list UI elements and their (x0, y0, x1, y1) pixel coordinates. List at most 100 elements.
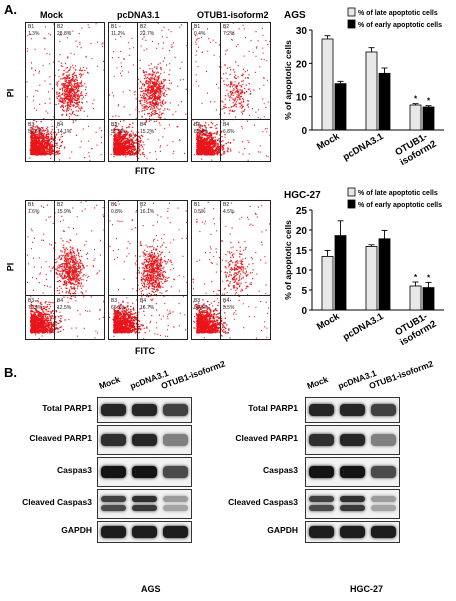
ags-x-tick-label-text: pcDNA3.1 (341, 131, 386, 163)
ags-blot-strip-1 (97, 425, 192, 455)
ags-lane-label-0: Mock (97, 374, 122, 391)
ags-band (132, 505, 157, 511)
ags-flow-plot-mock: B1 1.3% B2 28.8% B3 50.6% B4 14.1% (25, 22, 105, 162)
ags-band (163, 526, 188, 538)
hgc-chart-title: HGC-27 (284, 190, 321, 201)
hgc-flow-plot-pcdna: B1 0.8% B2 16.1% B3 66.2% B4 16.7% (108, 200, 188, 340)
quadrant-value: 15.2% (140, 129, 155, 135)
hgc-band (371, 434, 396, 446)
hgc-row-label-0: Total PARP1 (248, 403, 298, 413)
quadrant-value: 12.5% (57, 305, 72, 311)
ags-bar-1-2 (422, 106, 435, 131)
quadrant-value: 16.1% (140, 209, 155, 215)
hgc-row-label-4: GAPDH (267, 525, 298, 535)
quadrant-value: 66.2% (111, 305, 126, 311)
ags-y-axis-label: % of apoptotic cells (284, 40, 293, 120)
quadrant-value: 0.5% (194, 209, 206, 215)
ags-legend-label-0: % of late apoptotic cells (358, 10, 438, 17)
ags-bar-0-0 (321, 38, 334, 131)
hgc-band (371, 496, 396, 502)
quadrant-label: B3 (194, 298, 201, 304)
hgc-band (371, 526, 396, 538)
ags-band (163, 404, 188, 416)
hgc-band (309, 526, 334, 538)
quadrant-label: B1 (111, 24, 118, 30)
flow-dot-cloud (26, 23, 104, 161)
quadrant-label: B3 (111, 122, 118, 128)
quadrant-label: B4 (57, 298, 64, 304)
hgc-band (371, 466, 396, 478)
quadrant-label: B4 (57, 122, 64, 128)
ags-band (132, 434, 157, 446)
ags-x-tick-label-2: OTUB1-isoform2 (393, 131, 438, 168)
hgc-row-label-2: Caspas3 (263, 465, 298, 475)
ags-cell-line-label: AGS (141, 584, 161, 594)
hgc-bar-0-2 (409, 285, 422, 311)
quadrant-value: 16.7% (140, 305, 155, 311)
hgc-bar-1-2 (422, 287, 435, 311)
flow-dots (192, 201, 270, 339)
hgc-flow-plot-otub1: B1 0.5% B2 4.5% B3 89.6% B4 5.5% (191, 200, 271, 340)
quadrant-label: B3 (111, 298, 118, 304)
hgc-x-axis-label: FITC (135, 346, 155, 356)
ags-band (163, 434, 188, 446)
hgc-x-tick-label-text: pcDNA3.1 (341, 311, 386, 343)
quadrant-label: B3 (28, 298, 35, 304)
ags-band (132, 466, 157, 478)
hgc-band (309, 496, 334, 502)
quadrant-value: 11.2% (111, 31, 125, 37)
hgc-x-tick-label-0: Mock (315, 311, 342, 333)
hgc-significance-1: * (427, 273, 431, 282)
ags-bar-0-1 (365, 51, 378, 131)
quadrant-value: 0.8% (111, 209, 123, 215)
quadrant-label: B2 (223, 202, 230, 208)
ags-band (101, 526, 126, 538)
hgc-band (309, 505, 334, 511)
ags-flow-plot-otub1: B1 0.4% B2 7.2% B3 85.4% B4 6.8% (191, 22, 271, 162)
flow-dots (109, 23, 187, 160)
ags-y-tick-label: 30 (296, 26, 308, 37)
ags-lane-label-2: OTUB1-isoform2 (159, 358, 227, 391)
hgc-y-tick-label: 20 (296, 226, 308, 237)
flow-dot-cloud (192, 201, 270, 339)
hgc-band (340, 434, 365, 446)
hgc-y-axis-label: % of apoptotic cells (284, 220, 293, 300)
hgc-y-axis-label: PI (5, 262, 16, 272)
ags-bar-1-0 (334, 83, 347, 131)
hgc-legend-swatch-1 (347, 199, 356, 209)
hgc-y-tick-label: 0 (301, 306, 307, 317)
flow-dots (27, 201, 104, 339)
ags-y-tick-label: 10 (296, 93, 308, 104)
hgc-y-tick-label: 25 (296, 206, 308, 217)
ags-significance-0: * (414, 95, 418, 104)
hgc-band (309, 434, 334, 446)
quadrant-label: B1 (28, 202, 35, 208)
ags-band (101, 404, 126, 416)
ags-legend-swatch-0 (347, 7, 356, 17)
hgc-band (340, 505, 365, 511)
ags-legend-swatch-1 (347, 19, 356, 29)
quadrant-value: 28.8% (57, 31, 72, 37)
hgc-bar-1-1 (378, 238, 391, 311)
hgc-row-label-1: Cleaved PARP1 (235, 433, 298, 443)
ags-band (101, 496, 126, 502)
hgc-band (340, 496, 365, 502)
panel-a-letter: A. (4, 2, 17, 17)
quadrant-value: 6.8% (223, 129, 235, 135)
ags-row-label-1: Cleaved PARP1 (29, 433, 92, 443)
ags-x-axis-label: FITC (135, 166, 155, 176)
flow-dot-cloud (27, 201, 104, 339)
hgc-bar-0-1 (365, 246, 378, 311)
flow-dots (109, 201, 187, 339)
flow-col-label-mock: Mock (40, 10, 64, 20)
quadrant-value: 4.5% (223, 209, 235, 215)
hgc-row-label-3: Cleaved Caspas3 (228, 497, 298, 507)
ags-blot-strip-3 (97, 489, 192, 519)
quadrant-label: B3 (28, 122, 35, 128)
ags-band (101, 466, 126, 478)
ags-y-axis-label: PI (5, 88, 16, 98)
ags-bar-1-1 (378, 72, 391, 131)
ags-y-tick-label: 20 (296, 59, 308, 70)
hgc-legend-label-0: % of late apoptotic cells (358, 190, 438, 197)
ags-band (132, 404, 157, 416)
